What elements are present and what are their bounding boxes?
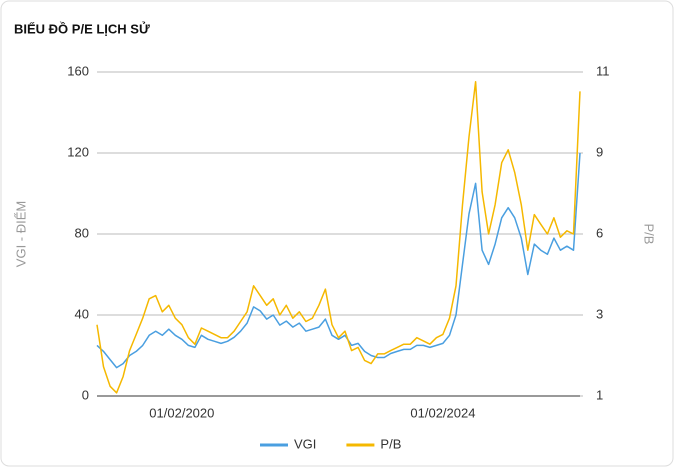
x-tick-label: 01/02/2024 [410,405,475,420]
chart-title: BIỂU ĐỒ P/E LỊCH SỬ [14,21,150,36]
y2-axis-title: P/B [642,224,657,245]
y-tick-label: 0 [82,387,89,402]
y2-tick-label: 1 [596,387,603,402]
legend-label: VGI [294,436,316,451]
x-tick-label: 01/02/2020 [149,405,214,420]
y-tick-label: 80 [75,225,89,240]
y-axis-title: VGI - ĐIỂM [13,201,28,267]
y-tick-label: 160 [67,63,89,78]
y2-tick-label: 11 [596,63,610,78]
y-tick-label: 120 [67,144,89,159]
legend-label: P/B [380,436,401,451]
y-tick-label: 40 [75,306,89,321]
y2-tick-label: 3 [596,306,603,321]
y2-tick-label: 6 [596,225,603,240]
series-line [96,152,581,369]
y2-tick-label: 9 [596,144,603,159]
series-line [96,80,581,394]
